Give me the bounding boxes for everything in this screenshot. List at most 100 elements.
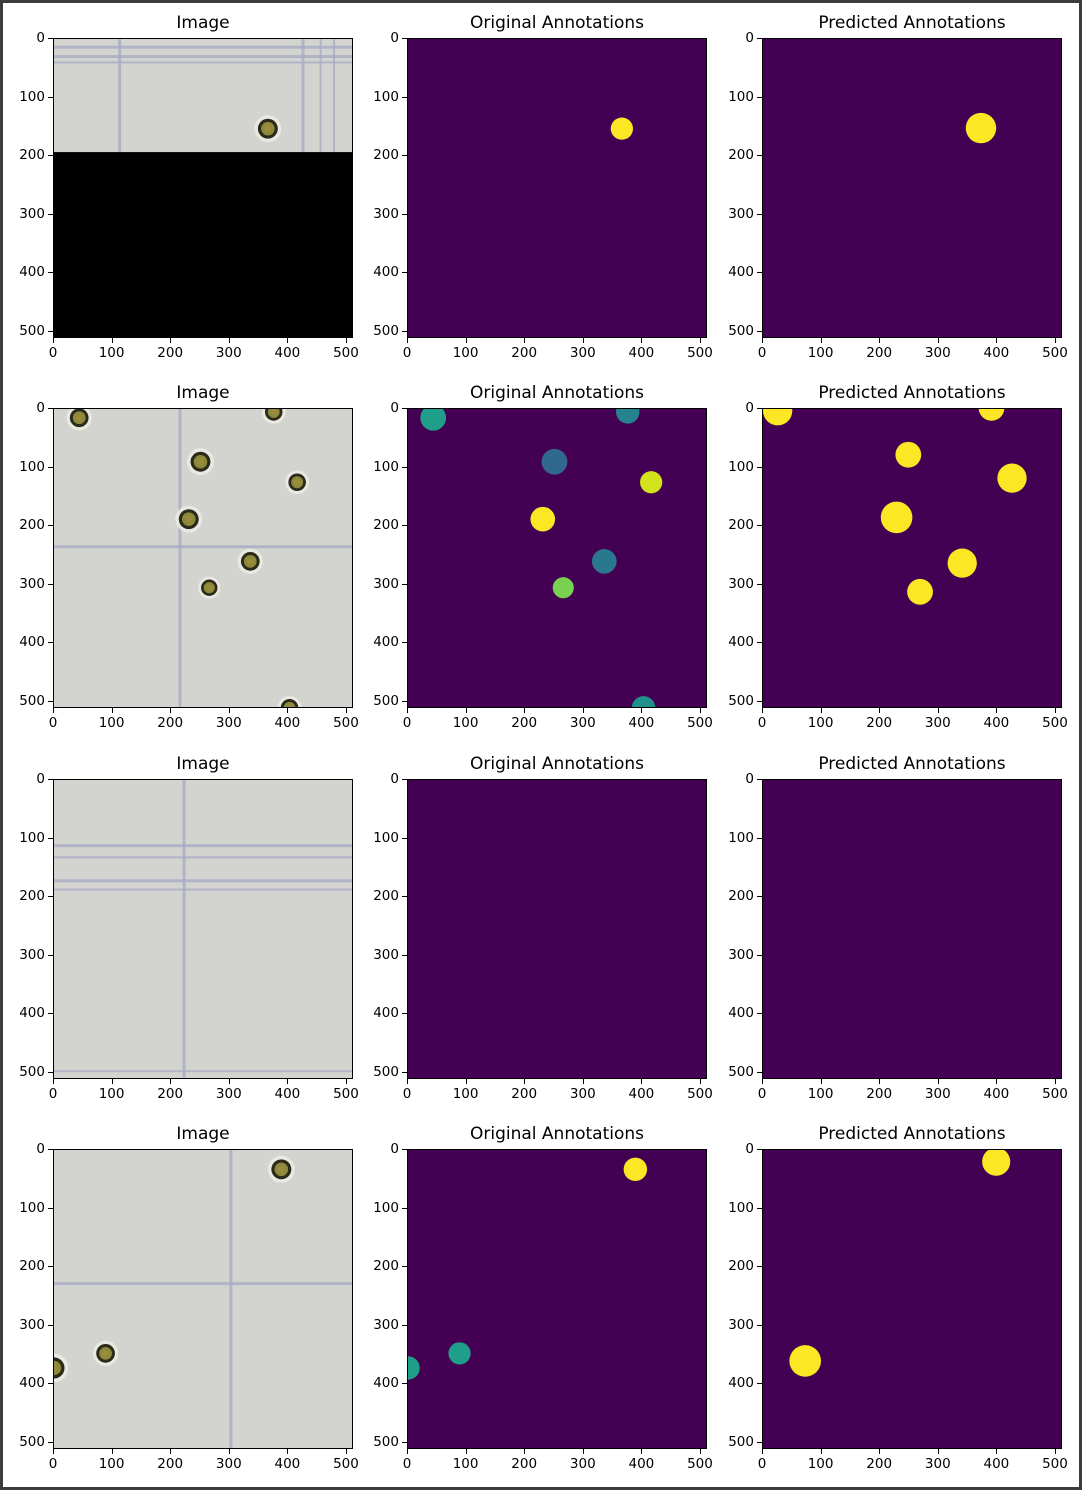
image-panel-row-4 xyxy=(53,1149,353,1449)
x-tick-label: 200 xyxy=(866,1086,893,1102)
y-tick-label: 500 xyxy=(728,1433,754,1450)
x-tick-label: 100 xyxy=(98,1086,125,1102)
y-tick-mark xyxy=(757,330,762,332)
x-tick-mark xyxy=(228,338,230,343)
mask-background xyxy=(763,780,1061,1078)
grid-line xyxy=(54,1070,352,1073)
y-tick-mark xyxy=(402,700,407,702)
x-tick-mark xyxy=(345,1449,347,1454)
panel-title: Image xyxy=(176,13,230,33)
x-tick-label: 500 xyxy=(1042,715,1068,731)
x-tick-mark xyxy=(1054,708,1056,713)
panel-title: Predicted Annotations xyxy=(818,754,1006,774)
x-tick-mark xyxy=(762,1449,763,1454)
x-tick-label: 100 xyxy=(452,1086,479,1102)
panel-title: Predicted Annotations xyxy=(818,13,1006,33)
x-tick-label: 500 xyxy=(333,1456,359,1472)
x-tick-label: 500 xyxy=(1042,1456,1068,1472)
y-tick-label: 300 xyxy=(373,205,399,222)
y-tick-label: 500 xyxy=(728,1063,754,1080)
x-tick-label: 400 xyxy=(983,1456,1010,1472)
x-tick-mark xyxy=(820,1449,822,1454)
y-tick-mark xyxy=(757,896,762,898)
y-tick-label: 500 xyxy=(19,322,45,339)
y-tick-mark xyxy=(402,837,407,839)
y-tick-mark xyxy=(757,954,762,956)
x-tick-label: 200 xyxy=(866,715,893,731)
x-tick-label: 500 xyxy=(687,345,713,361)
y-tick-label: 500 xyxy=(728,692,754,709)
grid-line xyxy=(54,45,352,49)
y-tick-label: 200 xyxy=(728,1258,754,1275)
x-tick-label: 100 xyxy=(452,345,479,361)
y-tick-label: 400 xyxy=(373,634,399,651)
x-tick-label: 0 xyxy=(757,715,767,731)
y-tick-mark xyxy=(48,896,53,898)
y-tick-mark xyxy=(48,408,53,409)
x-tick-label: 300 xyxy=(569,715,596,731)
y-tick-mark xyxy=(757,1149,762,1150)
x-tick-label: 200 xyxy=(866,1456,893,1472)
y-tick-label: 0 xyxy=(390,771,399,787)
mask-background xyxy=(408,780,706,1078)
x-tick-label: 0 xyxy=(48,1086,58,1102)
y-tick-mark xyxy=(402,96,407,98)
grid-line xyxy=(54,879,352,883)
y-tick-label: 400 xyxy=(19,634,45,651)
annotation-blob xyxy=(947,548,977,578)
y-tick-label: 0 xyxy=(745,1141,754,1157)
y-tick-mark xyxy=(48,525,53,527)
y-tick-mark xyxy=(48,779,53,780)
grid-line xyxy=(54,545,352,549)
x-tick-mark xyxy=(582,1449,584,1454)
y-tick-mark xyxy=(757,1207,762,1209)
x-tick-mark xyxy=(170,708,172,713)
y-tick-mark xyxy=(48,155,53,157)
y-tick-label: 0 xyxy=(36,1141,45,1157)
y-tick-mark xyxy=(402,1207,407,1209)
annotation-blob xyxy=(541,448,568,475)
x-tick-label: 400 xyxy=(274,1086,301,1102)
x-tick-label: 300 xyxy=(569,345,596,361)
y-tick-label: 0 xyxy=(745,400,754,416)
y-tick-mark xyxy=(48,1324,53,1326)
x-tick-label: 400 xyxy=(274,1456,301,1472)
annotation-blob xyxy=(631,696,656,707)
annotation-blob xyxy=(610,117,633,140)
panel-svg xyxy=(54,409,352,707)
x-tick-mark xyxy=(524,708,526,713)
x-tick-mark xyxy=(582,1079,584,1084)
mask-background xyxy=(763,39,1061,337)
y-tick-label: 300 xyxy=(373,1316,399,1333)
y-tick-label: 300 xyxy=(19,1316,45,1333)
x-tick-label: 200 xyxy=(511,345,538,361)
y-tick-mark xyxy=(48,700,53,702)
y-tick-label: 400 xyxy=(728,1375,754,1392)
x-tick-label: 100 xyxy=(452,1456,479,1472)
panel-svg xyxy=(763,1150,1061,1448)
panel-svg xyxy=(408,780,706,1078)
y-tick-mark xyxy=(402,896,407,898)
cell-nucleus xyxy=(277,1165,285,1173)
y-tick-label: 500 xyxy=(373,1433,399,1450)
y-tick-mark xyxy=(402,466,407,468)
x-tick-mark xyxy=(641,1079,643,1084)
grid-line xyxy=(54,888,352,891)
x-tick-mark xyxy=(937,338,939,343)
y-tick-mark xyxy=(48,1383,53,1385)
y-tick-label: 500 xyxy=(373,322,399,339)
x-tick-label: 500 xyxy=(687,1456,713,1472)
y-tick-mark xyxy=(48,38,53,39)
y-tick-label: 200 xyxy=(373,147,399,164)
x-tick-label: 500 xyxy=(687,715,713,731)
y-tick-label: 400 xyxy=(728,634,754,651)
x-tick-mark xyxy=(996,708,998,713)
y-tick-label: 100 xyxy=(19,458,45,475)
panel-svg xyxy=(763,780,1061,1078)
panel-title: Predicted Annotations xyxy=(818,1124,1006,1144)
y-tick-label: 300 xyxy=(19,575,45,592)
annotation-blob xyxy=(965,112,997,144)
y-tick-mark xyxy=(402,155,407,157)
y-tick-label: 500 xyxy=(19,1433,45,1450)
y-tick-mark xyxy=(48,330,53,332)
